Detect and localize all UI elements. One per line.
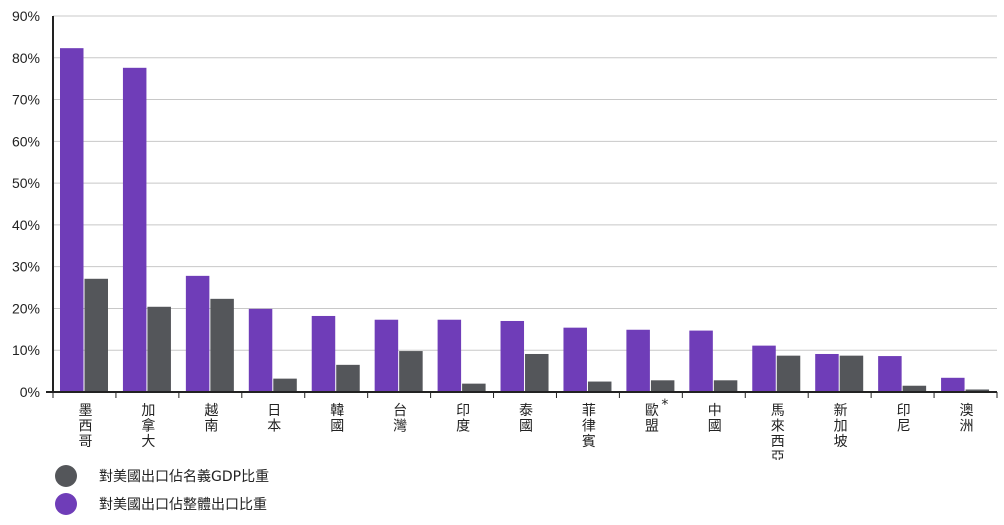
- x-category-label: 台: [393, 403, 407, 419]
- y-tick-label: 10%: [12, 342, 40, 358]
- x-category-label: 印: [456, 403, 470, 419]
- bar-exports-share: [563, 327, 587, 392]
- bar-gdp-share: [839, 355, 864, 392]
- bar-gdp-share: [650, 380, 675, 392]
- x-category-label: 灣: [393, 419, 407, 435]
- x-category-label: 加: [834, 419, 848, 435]
- x-category-label: 賓: [582, 433, 596, 450]
- bar-exports-share: [374, 319, 399, 392]
- bar-exports-share: [60, 48, 84, 393]
- x-category-label: 加: [141, 403, 155, 419]
- y-tick-label: 90%: [12, 8, 40, 24]
- y-tick-label: 60%: [12, 133, 40, 149]
- x-category-label: 大: [141, 434, 155, 450]
- bar-gdp-share: [902, 385, 927, 392]
- y-tick-label: 70%: [12, 92, 40, 108]
- bar-exports-share: [437, 319, 462, 392]
- x-category-label: 西: [771, 434, 785, 450]
- x-category-label: 西: [78, 419, 92, 435]
- x-category-label: 韓: [330, 403, 344, 419]
- x-category-label: 度: [456, 419, 470, 435]
- bar-exports-share: [878, 356, 902, 392]
- bar-exports-share: [815, 353, 839, 392]
- bar-gdp-share: [965, 389, 990, 392]
- bar-exports-share: [941, 377, 965, 392]
- x-category-label: 國: [330, 419, 344, 435]
- x-category-note: *: [661, 397, 668, 413]
- x-category-label: 哥: [78, 434, 92, 450]
- legend-item-exports: 對美國出口佔整體出口比重: [55, 490, 269, 518]
- bar-exports-share: [122, 67, 147, 392]
- legend-swatch-gdp: [55, 465, 77, 487]
- x-category-label: 墨: [78, 403, 92, 419]
- x-category-label: 新: [834, 403, 848, 419]
- legend: 對美國出口佔名義GDP比重 對美國出口佔整體出口比重: [55, 462, 269, 518]
- legend-label-exports: 對美國出口佔整體出口比重: [99, 497, 267, 513]
- bar-exports-share: [311, 315, 336, 392]
- x-category-label: 澳: [960, 403, 974, 419]
- x-category-label: 國: [519, 419, 533, 435]
- y-tick-label: 30%: [12, 259, 40, 275]
- legend-label-gdp: 對美國出口佔名義GDP比重: [99, 469, 270, 485]
- x-category-label: 拿: [141, 418, 155, 435]
- legend-item-gdp: 對美國出口佔名義GDP比重: [55, 462, 269, 490]
- x-category-label: 律: [582, 419, 596, 435]
- x-category-label: 來: [771, 419, 785, 435]
- x-category-label: 印: [897, 403, 911, 419]
- bar-exports-share: [752, 345, 776, 392]
- x-category-label: 泰: [519, 403, 533, 419]
- x-category-label: 馬: [771, 403, 785, 419]
- bar-gdp-share: [273, 378, 297, 392]
- bar-gdp-share: [462, 383, 486, 392]
- bar-exports-share: [689, 330, 713, 392]
- x-category-label: 菲: [582, 403, 596, 419]
- x-category-label: 亞: [771, 450, 785, 461]
- bar-exports-share: [248, 308, 273, 392]
- bar-gdp-share: [147, 306, 171, 392]
- x-category-label: 中: [708, 403, 722, 419]
- x-category-label: 本: [267, 419, 281, 435]
- bar-exports-share: [185, 275, 210, 392]
- y-tick-label: 80%: [12, 50, 40, 66]
- y-tick-label: 40%: [12, 217, 40, 233]
- x-category-label: 越: [204, 403, 218, 419]
- bar-gdp-share: [336, 364, 360, 392]
- x-category-label: 國: [708, 419, 722, 435]
- x-category-label: 南: [204, 419, 218, 435]
- x-category-label: 尼: [897, 419, 911, 435]
- bar-gdp-share: [587, 381, 612, 392]
- x-category-label: 盟: [645, 419, 659, 435]
- legend-swatch-exports: [55, 493, 77, 515]
- bar-gdp-share: [525, 353, 549, 392]
- y-tick-label: 0%: [20, 384, 40, 400]
- x-category-label: 洲: [960, 419, 974, 435]
- bar-exports-share: [626, 329, 650, 392]
- x-category-label: 歐: [645, 403, 659, 419]
- bar-gdp-share: [210, 298, 234, 392]
- bar-gdp-share: [713, 380, 738, 392]
- x-category-label: 日: [267, 403, 281, 419]
- bar-gdp-share: [776, 355, 801, 392]
- bar-exports-share: [500, 320, 525, 392]
- x-category-label: 坡: [834, 434, 848, 450]
- y-tick-label: 20%: [12, 300, 40, 316]
- bar-gdp-share: [84, 278, 108, 392]
- y-tick-label: 50%: [12, 175, 40, 191]
- bar-chart: 0%10%20%30%40%50%60%70%80%90%墨西哥加拿大越南日本韓…: [12, 8, 998, 461]
- bar-gdp-share: [399, 351, 423, 392]
